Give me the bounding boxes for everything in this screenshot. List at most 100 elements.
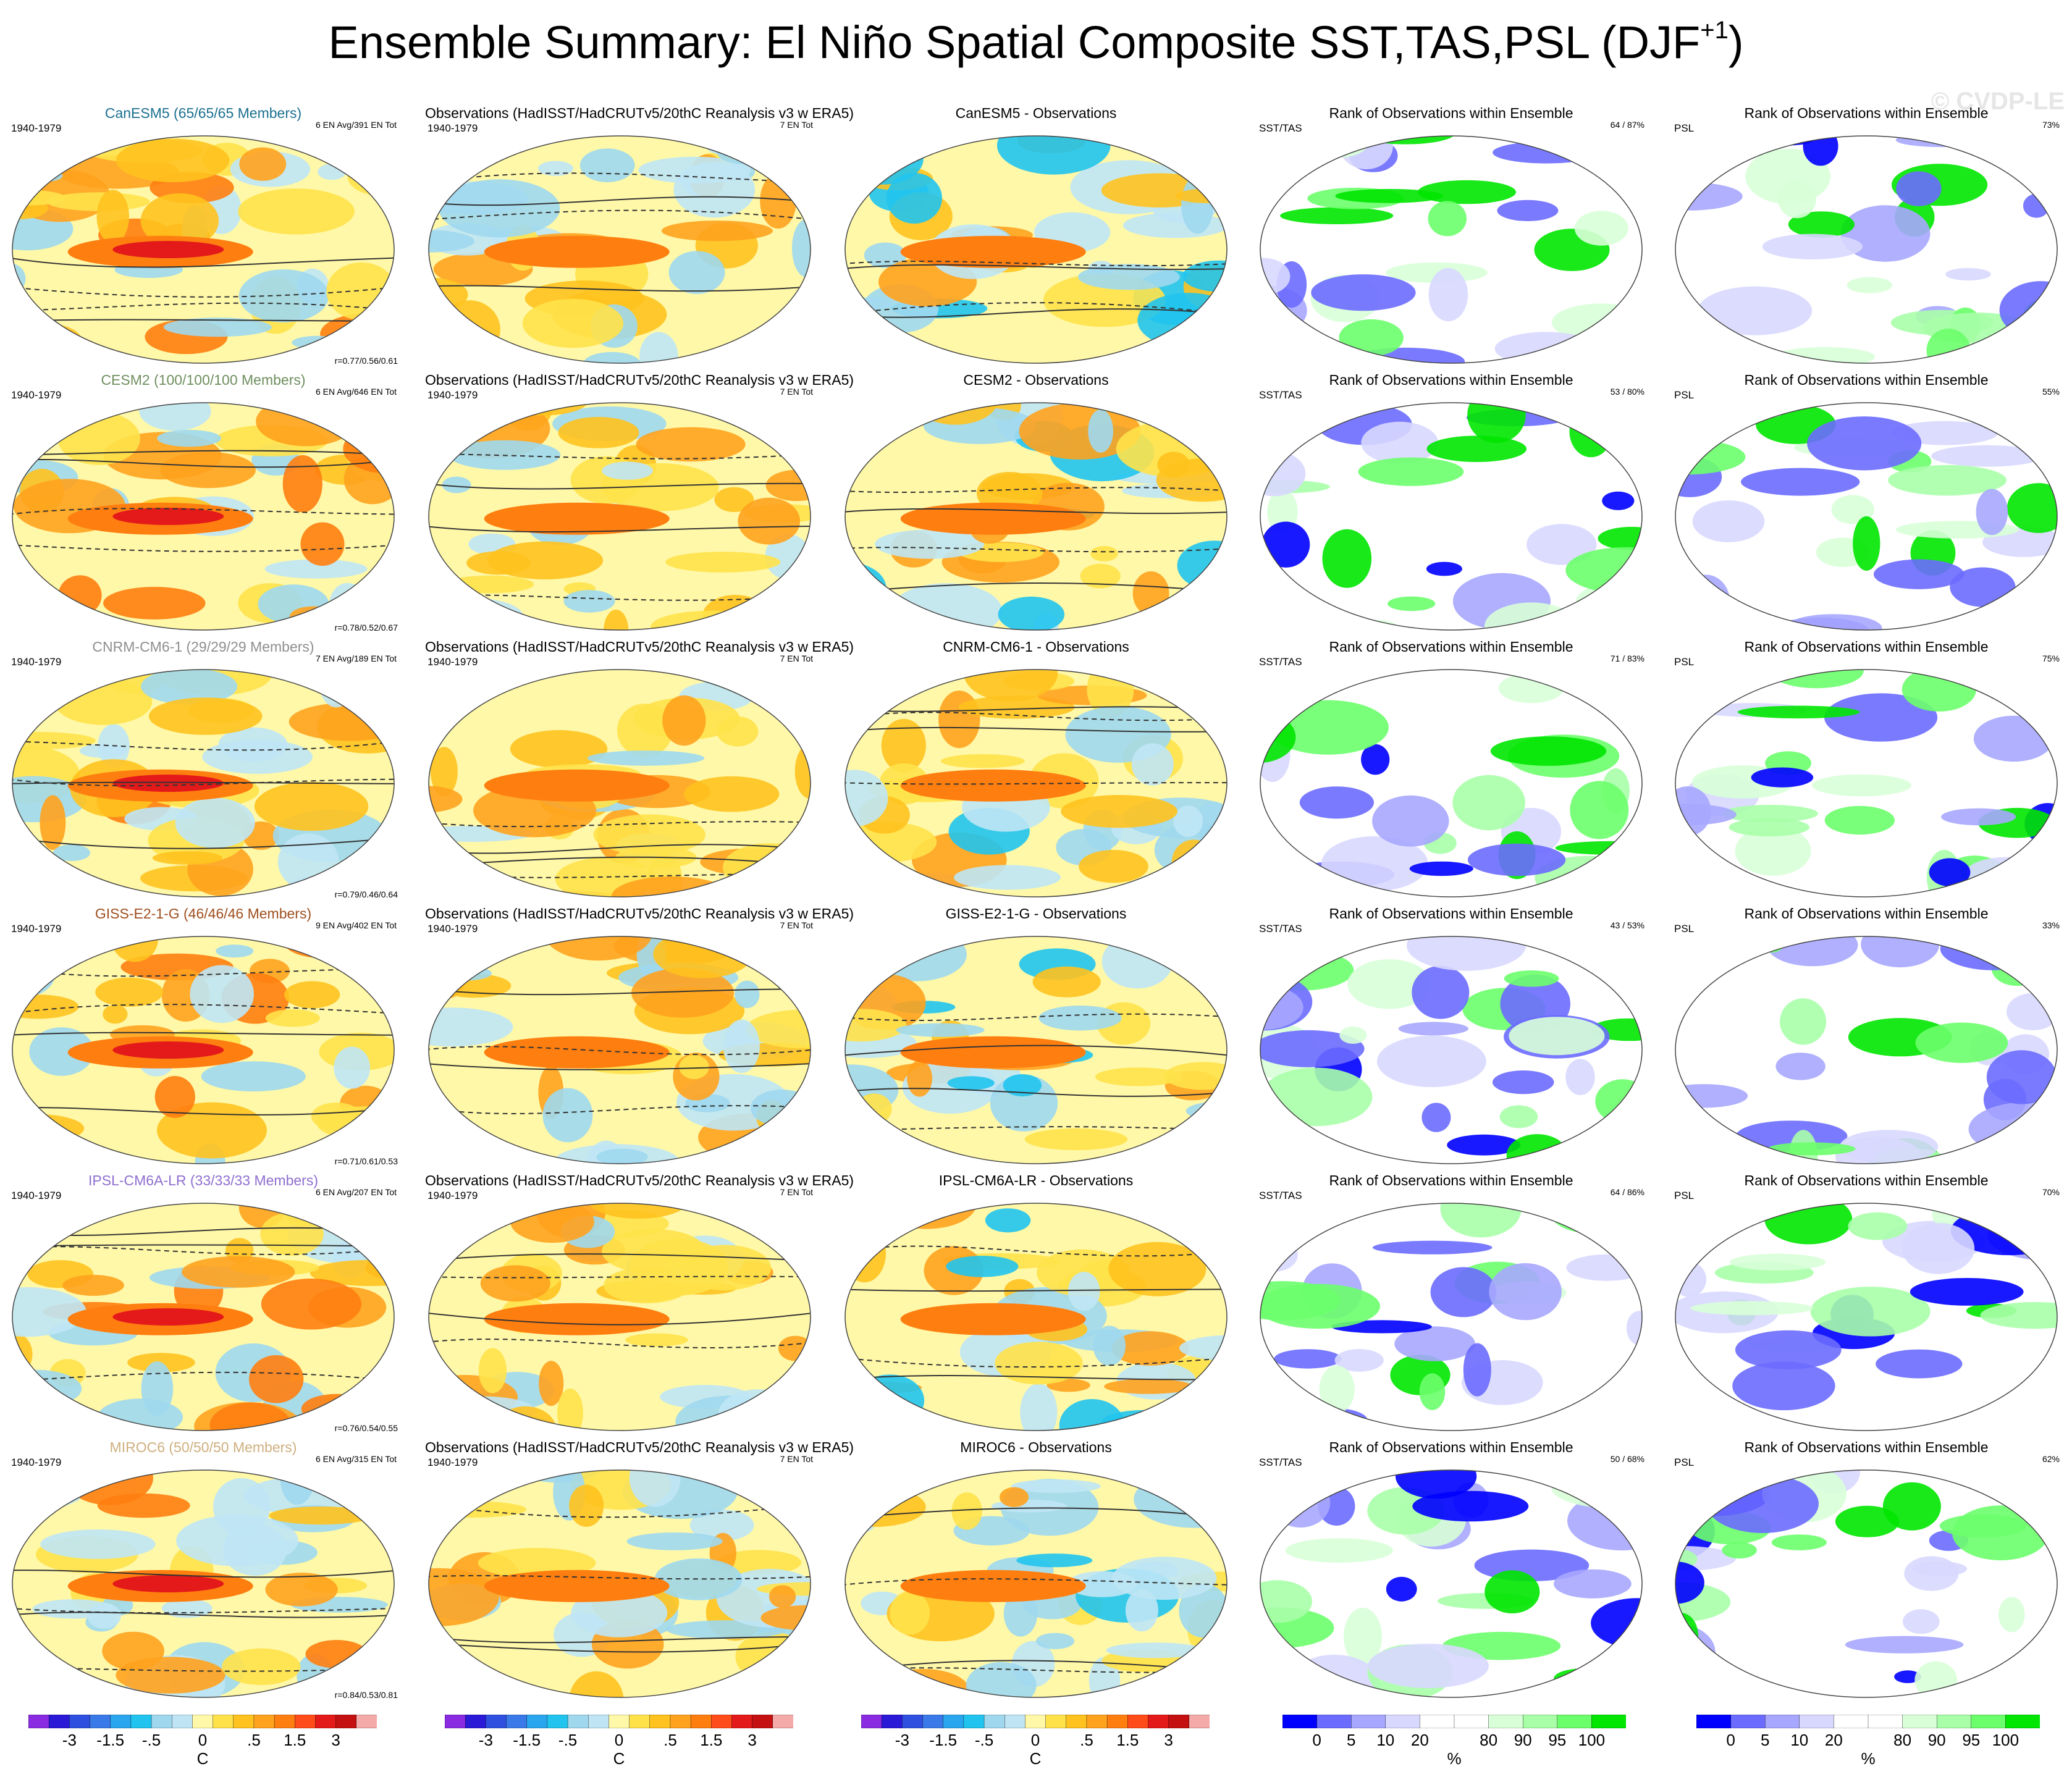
panel-info: 7 EN Tot <box>780 654 813 663</box>
panel-title: Rank of Observations within Ensemble <box>1329 1439 1573 1455</box>
colorbar-tick-label: -1.5 <box>96 1731 125 1749</box>
colorbar-tick-label: -.5 <box>558 1731 578 1749</box>
map-field <box>1675 1469 2058 1698</box>
map-panel: Observations (HadISST/HadCRUTv5/20thC Re… <box>425 1172 854 1437</box>
colorbar-swatch <box>1730 1714 1766 1729</box>
panel-correlation: r=0.77/0.56/0.61 <box>334 356 398 366</box>
panel-variable-label: SST/TAS <box>1259 122 1302 134</box>
colorbar-swatch <box>1799 1714 1835 1729</box>
map-panel: Observations (HadISST/HadCRUTv5/20thC Re… <box>425 906 854 1170</box>
panel-correlation: r=0.79/0.46/0.64 <box>334 889 398 899</box>
map-panel: Rank of Observations within Ensemble PSL 5… <box>1672 372 2061 636</box>
panel-info: 70% <box>2042 1187 2060 1197</box>
panel-title: MIROC6 (50/50/50 Members) <box>109 1439 297 1455</box>
colorbar-swatch <box>1557 1714 1593 1729</box>
colorbar-swatch <box>1189 1714 1210 1729</box>
panel-variable-label: PSL <box>1674 923 1695 935</box>
colorbar-tick-label: 80 <box>1893 1731 1912 1749</box>
colorbar-tick-label: 95 <box>1548 1731 1567 1749</box>
colorbar-swatch <box>1591 1714 1627 1729</box>
colorbar-swatch <box>690 1714 712 1729</box>
colorbar-swatch <box>943 1714 964 1729</box>
colorbar-tick-label: 3 <box>1164 1731 1173 1749</box>
panel-title: Rank of Observations within Ensemble <box>1744 906 1989 922</box>
colorbar-tick-label: -1.5 <box>929 1731 958 1749</box>
colorbar-swatch <box>465 1714 487 1729</box>
panel-correlation: r=0.78/0.52/0.67 <box>334 623 398 633</box>
map-panel: MIROC6 - Observations <box>841 1439 1231 1704</box>
panel-variable-label: SST/TAS <box>1259 389 1302 401</box>
colorbar-swatch <box>1385 1714 1421 1729</box>
colorbar-swatch <box>1834 1714 1869 1729</box>
panel-title: MIROC6 - Observations <box>960 1439 1112 1455</box>
colorbar-tick-label: .5 <box>247 1731 261 1749</box>
panel-title: Observations (HadISST/HadCRUTv5/20thC Re… <box>425 906 854 922</box>
colorbar-tick-label: -3 <box>478 1731 493 1749</box>
panel-variable-label: PSL <box>1674 656 1695 668</box>
colorbar-swatch <box>567 1714 589 1729</box>
map-panel: Observations (HadISST/HadCRUTv5/20thC Re… <box>425 1439 854 1704</box>
colorbar-unit: % <box>1447 1749 1462 1768</box>
colorbar-tick-label: 0 <box>1312 1731 1321 1749</box>
colorbar-tick-label: 0 <box>198 1731 208 1749</box>
map-panel: Rank of Observations within Ensemble PSL 3… <box>1672 906 2061 1170</box>
colorbar-tick-label: -1.5 <box>513 1731 541 1749</box>
panel-title: Observations (HadISST/HadCRUTv5/20thC Re… <box>425 372 854 388</box>
panel-info: 6 EN Avg/391 EN Tot <box>315 120 397 130</box>
map-panel: CanESM5 (65/65/65 Members) 1940-1979 6 EN … <box>9 105 398 369</box>
colorbar-swatch <box>1523 1714 1558 1729</box>
colorbar-swatch <box>1420 1714 1455 1729</box>
map-field <box>844 1469 1228 1698</box>
panel-info: 43 / 53% <box>1610 920 1645 930</box>
map-panel: Rank of Observations within Ensemble SST/… <box>1257 906 1646 1170</box>
colorbar-swatch <box>1106 1714 1128 1729</box>
colorbar-swatch <box>547 1714 568 1729</box>
colorbar-tick-label: 95 <box>1962 1731 1981 1749</box>
panel-info: 62% <box>2042 1454 2060 1464</box>
panel-title: Rank of Observations within Ensemble <box>1329 372 1573 388</box>
colorbar-swatch <box>315 1714 337 1729</box>
panel-variable-label: SST/TAS <box>1259 1190 1302 1201</box>
panel-info: 6 EN Avg/207 EN Tot <box>315 1187 397 1197</box>
panel-info: 33% <box>2042 920 2060 930</box>
panel-period: 1940-1979 <box>11 389 62 401</box>
panel-variable-label: SST/TAS <box>1259 656 1302 668</box>
panel-title: Rank of Observations within Ensemble <box>1329 639 1573 655</box>
panel-period: 1940-1979 <box>427 1190 478 1201</box>
colorbar-tick-label: .5 <box>663 1731 677 1749</box>
map-panel: MIROC6 (50/50/50 Members) 1940-1979 6 EN A… <box>9 1439 398 1704</box>
colorbar-swatch <box>1282 1714 1318 1729</box>
panel-title: CESM2 (100/100/100 Members) <box>101 372 306 388</box>
colorbar-tick-label: 0 <box>1030 1731 1040 1749</box>
colorbar: -3 -1.5 -.5 0 .5 1.5 3 C <box>861 1714 1210 1771</box>
colorbar-swatch <box>1316 1714 1352 1729</box>
colorbar-swatch <box>609 1714 630 1729</box>
map-panel: CanESM5 - Observations <box>841 105 1231 369</box>
panel-info: 50 / 68% <box>1610 1454 1645 1464</box>
panel-period: 1940-1979 <box>11 923 62 935</box>
colorbar-swatch <box>90 1714 111 1729</box>
map-panel: Rank of Observations within Ensemble SST/… <box>1257 1439 1646 1704</box>
panel-info: 64 / 87% <box>1610 120 1645 130</box>
map-field <box>1260 1203 1643 1431</box>
map-field <box>12 402 395 631</box>
colorbar-swatch <box>526 1714 548 1729</box>
colorbar-tick-label: 3 <box>331 1731 340 1749</box>
map-field <box>428 1203 811 1431</box>
map-field <box>844 135 1228 364</box>
map-field <box>844 669 1228 897</box>
panel-variable-label: SST/TAS <box>1259 923 1302 935</box>
panel-title: Rank of Observations within Ensemble <box>1744 1439 1989 1455</box>
map-field <box>1675 402 2058 631</box>
colorbar-swatch <box>130 1714 152 1729</box>
map-field <box>12 135 395 364</box>
map-panel: IPSL-CM6A-LR (33/33/33 Members) 1940-1979… <box>9 1172 398 1437</box>
map-panel: CESM2 - Observations <box>841 372 1231 636</box>
watermark: © CVDP-LE <box>1931 88 2065 115</box>
panel-info: 64 / 86% <box>1610 1187 1645 1197</box>
map-field <box>844 402 1228 631</box>
colorbar: 0 5 10 20 80 90 95 100% <box>1696 1714 2040 1771</box>
colorbar-swatch <box>1350 1714 1386 1729</box>
map-field <box>844 936 1228 1164</box>
colorbar-tick-label: -3 <box>895 1731 909 1749</box>
